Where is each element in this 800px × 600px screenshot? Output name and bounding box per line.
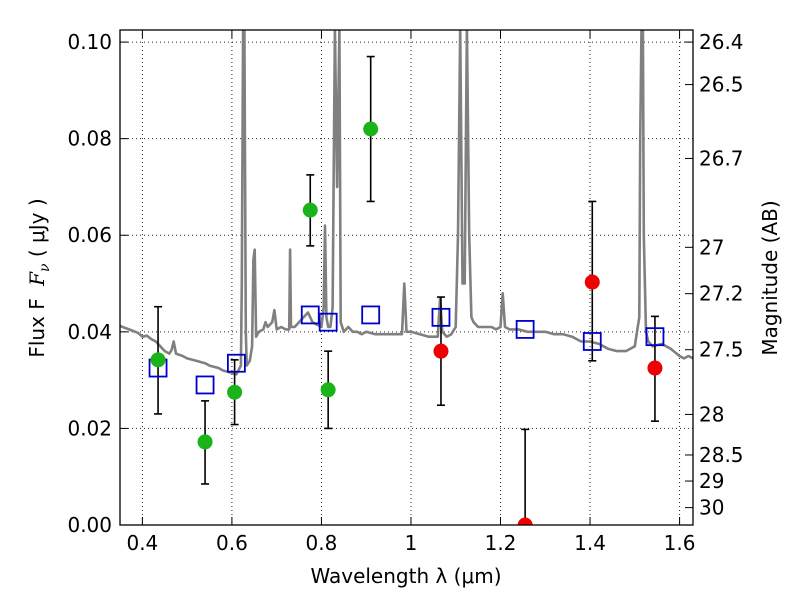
x-tick-label: 1.2 <box>485 531 517 555</box>
plot-frame <box>119 29 694 526</box>
magnitude-tick-label: 28 <box>699 402 724 426</box>
x-tick-label: 1.6 <box>664 531 696 555</box>
magnitude-tick-label: 28.5 <box>699 443 744 467</box>
model-flux-square <box>515 320 535 339</box>
y-tick-label: 0.00 <box>67 513 112 537</box>
photometry-point <box>517 517 533 525</box>
y-tick-label: 0.02 <box>67 416 112 440</box>
y-tick-label: 0.10 <box>67 30 112 54</box>
magnitude-tick-label: 26.5 <box>699 73 744 97</box>
magnitude-tick-label: 26.7 <box>699 146 744 170</box>
model-flux-square <box>645 327 665 347</box>
magnitude-tick-label: 27.5 <box>699 338 744 362</box>
x-tick-label: 0.8 <box>306 531 338 555</box>
model-flux-square <box>582 332 602 351</box>
photometry-point <box>227 384 243 400</box>
magnitude-tick-label: 27 <box>699 235 724 259</box>
model-flux-square <box>300 305 320 325</box>
x-tick-label: 0.4 <box>126 531 158 555</box>
x-tick-label: 1.4 <box>574 531 606 555</box>
x-axis: 0.4 0.6 0.8 1 1.2 1.4 1.6 <box>126 30 695 555</box>
magnitude-tick-label: 26.4 <box>699 30 744 54</box>
error-bars <box>154 55 659 525</box>
data-markers <box>148 121 665 525</box>
y-tick-label: 0.06 <box>67 223 112 247</box>
y-axis-magnitude: 26.4 26.5 26.7 27 27.2 27.5 28 28.529 30 <box>685 30 744 520</box>
photometry-point <box>150 352 166 368</box>
grid-lines <box>120 30 693 526</box>
plot-area <box>120 30 693 525</box>
spectrum-series <box>120 30 693 376</box>
x-tick-label: 1 <box>405 531 418 555</box>
photometry-point <box>584 274 600 290</box>
y-tick-label: 0.08 <box>67 127 112 151</box>
magnitude-tick-label: 29 <box>699 469 724 493</box>
y2-axis-title: Magnitude (AB) <box>758 200 782 355</box>
y-tick-label: 0.04 <box>67 320 112 344</box>
photometry-point <box>647 360 663 376</box>
y-axis-title: Flux F Fν ( μJy ) <box>25 198 53 357</box>
x-tick-label: 0.6 <box>216 531 248 555</box>
model-flux-square <box>431 307 451 327</box>
photometry-point <box>433 343 449 359</box>
photometry-point <box>320 382 336 398</box>
photometry-point <box>363 121 379 137</box>
photometry-point <box>197 434 213 450</box>
y-axis-flux: 0.00 0.02 0.04 0.06 0.08 0.10 <box>67 30 128 537</box>
photometry-point <box>302 202 318 218</box>
magnitude-tick-label: 27.2 <box>699 282 744 306</box>
model-flux-square <box>361 305 381 325</box>
model-flux-square <box>318 312 338 332</box>
model-flux-square <box>195 375 215 395</box>
model-flux-square <box>226 353 246 373</box>
x-axis-title: Wavelength λ (μm) <box>310 564 501 588</box>
spectrum-line <box>120 30 693 376</box>
magnitude-tick-label: 30 <box>699 496 724 520</box>
